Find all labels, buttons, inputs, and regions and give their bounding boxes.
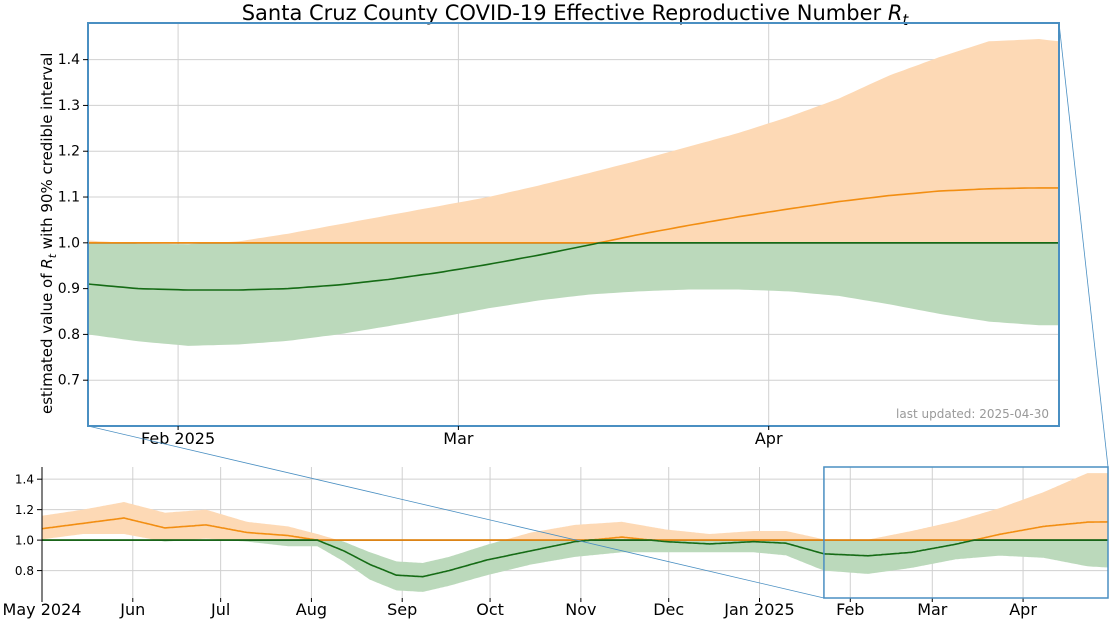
connector-left <box>87 425 825 599</box>
chart-title: Santa Cruz County COVID-19 Effective Rep… <box>242 1 910 29</box>
x-tick-label: Jul <box>210 600 230 619</box>
y-tick-label: 0.9 <box>58 281 80 297</box>
zoom-connector-lines <box>87 22 1109 599</box>
overview-panel-intervals <box>42 473 1108 592</box>
zoom-y-axis-ticks: 0.7 0.8 0.9 1.0 1.1 1.2 1.3 1.4 <box>58 52 88 389</box>
overview-x-axis-ticks: May 2024 Jun Jul Aug Sep Oct Nov Dec Jan 2025 Feb… <box>3 598 1037 619</box>
y-tick-label: 1.3 <box>58 98 80 114</box>
x-tick-label: Feb <box>836 600 864 619</box>
y-tick-label: 1.2 <box>58 144 80 160</box>
x-tick-label: Mar <box>443 429 474 448</box>
zoom-x-axis-ticks: Feb 2025 Mar Apr <box>141 426 783 448</box>
x-tick-label: Dec <box>653 600 684 619</box>
y-axis-label: estimated value of Rt with 90% credible … <box>38 53 59 414</box>
median-line-below-one <box>88 242 1059 291</box>
interval-below-one <box>42 540 1108 592</box>
y-tick-label: 0.8 <box>58 327 80 343</box>
x-tick-label: Sep <box>387 600 417 619</box>
zoom-panel-frame <box>87 22 1060 427</box>
x-tick-label: Oct <box>476 600 504 619</box>
median-line-below-one <box>42 539 1108 578</box>
y-tick-label: 1.1 <box>58 190 80 206</box>
y-tick-label: 1.4 <box>58 52 80 68</box>
y-tick-label: 1.0 <box>58 235 80 251</box>
zoom-panel-intervals <box>88 39 1059 346</box>
y-tick-label: 1.2 <box>15 503 34 517</box>
x-tick-label: May 2024 <box>3 600 82 619</box>
interval-above-one <box>42 473 1108 541</box>
connector-right <box>1058 22 1109 468</box>
x-tick-label: Feb 2025 <box>141 429 215 448</box>
median-line-above-one <box>88 187 1059 244</box>
x-tick-label: Mar <box>917 600 948 619</box>
zoom-panel-median <box>88 187 1059 291</box>
interval-below-one <box>88 242 1059 346</box>
x-tick-label: Apr <box>1009 600 1037 619</box>
x-tick-label: Nov <box>565 600 596 619</box>
y-tick-label: 0.7 <box>58 373 80 389</box>
zoom-window-indicator <box>823 466 1109 599</box>
x-tick-label: Apr <box>755 429 783 448</box>
last-updated-note: last updated: 2025-04-30 <box>896 407 1049 421</box>
y-tick-label: 0.8 <box>15 564 34 578</box>
interval-above-one <box>88 39 1059 243</box>
x-tick-label: Jan 2025 <box>723 600 794 619</box>
overview-y-axis-ticks: 0.8 1.0 1.2 1.4 <box>15 473 42 578</box>
y-tick-label: 1.4 <box>15 473 34 487</box>
x-tick-label: Jun <box>119 600 145 619</box>
x-tick-label: Aug <box>296 600 327 619</box>
y-tick-label: 1.0 <box>15 534 34 548</box>
